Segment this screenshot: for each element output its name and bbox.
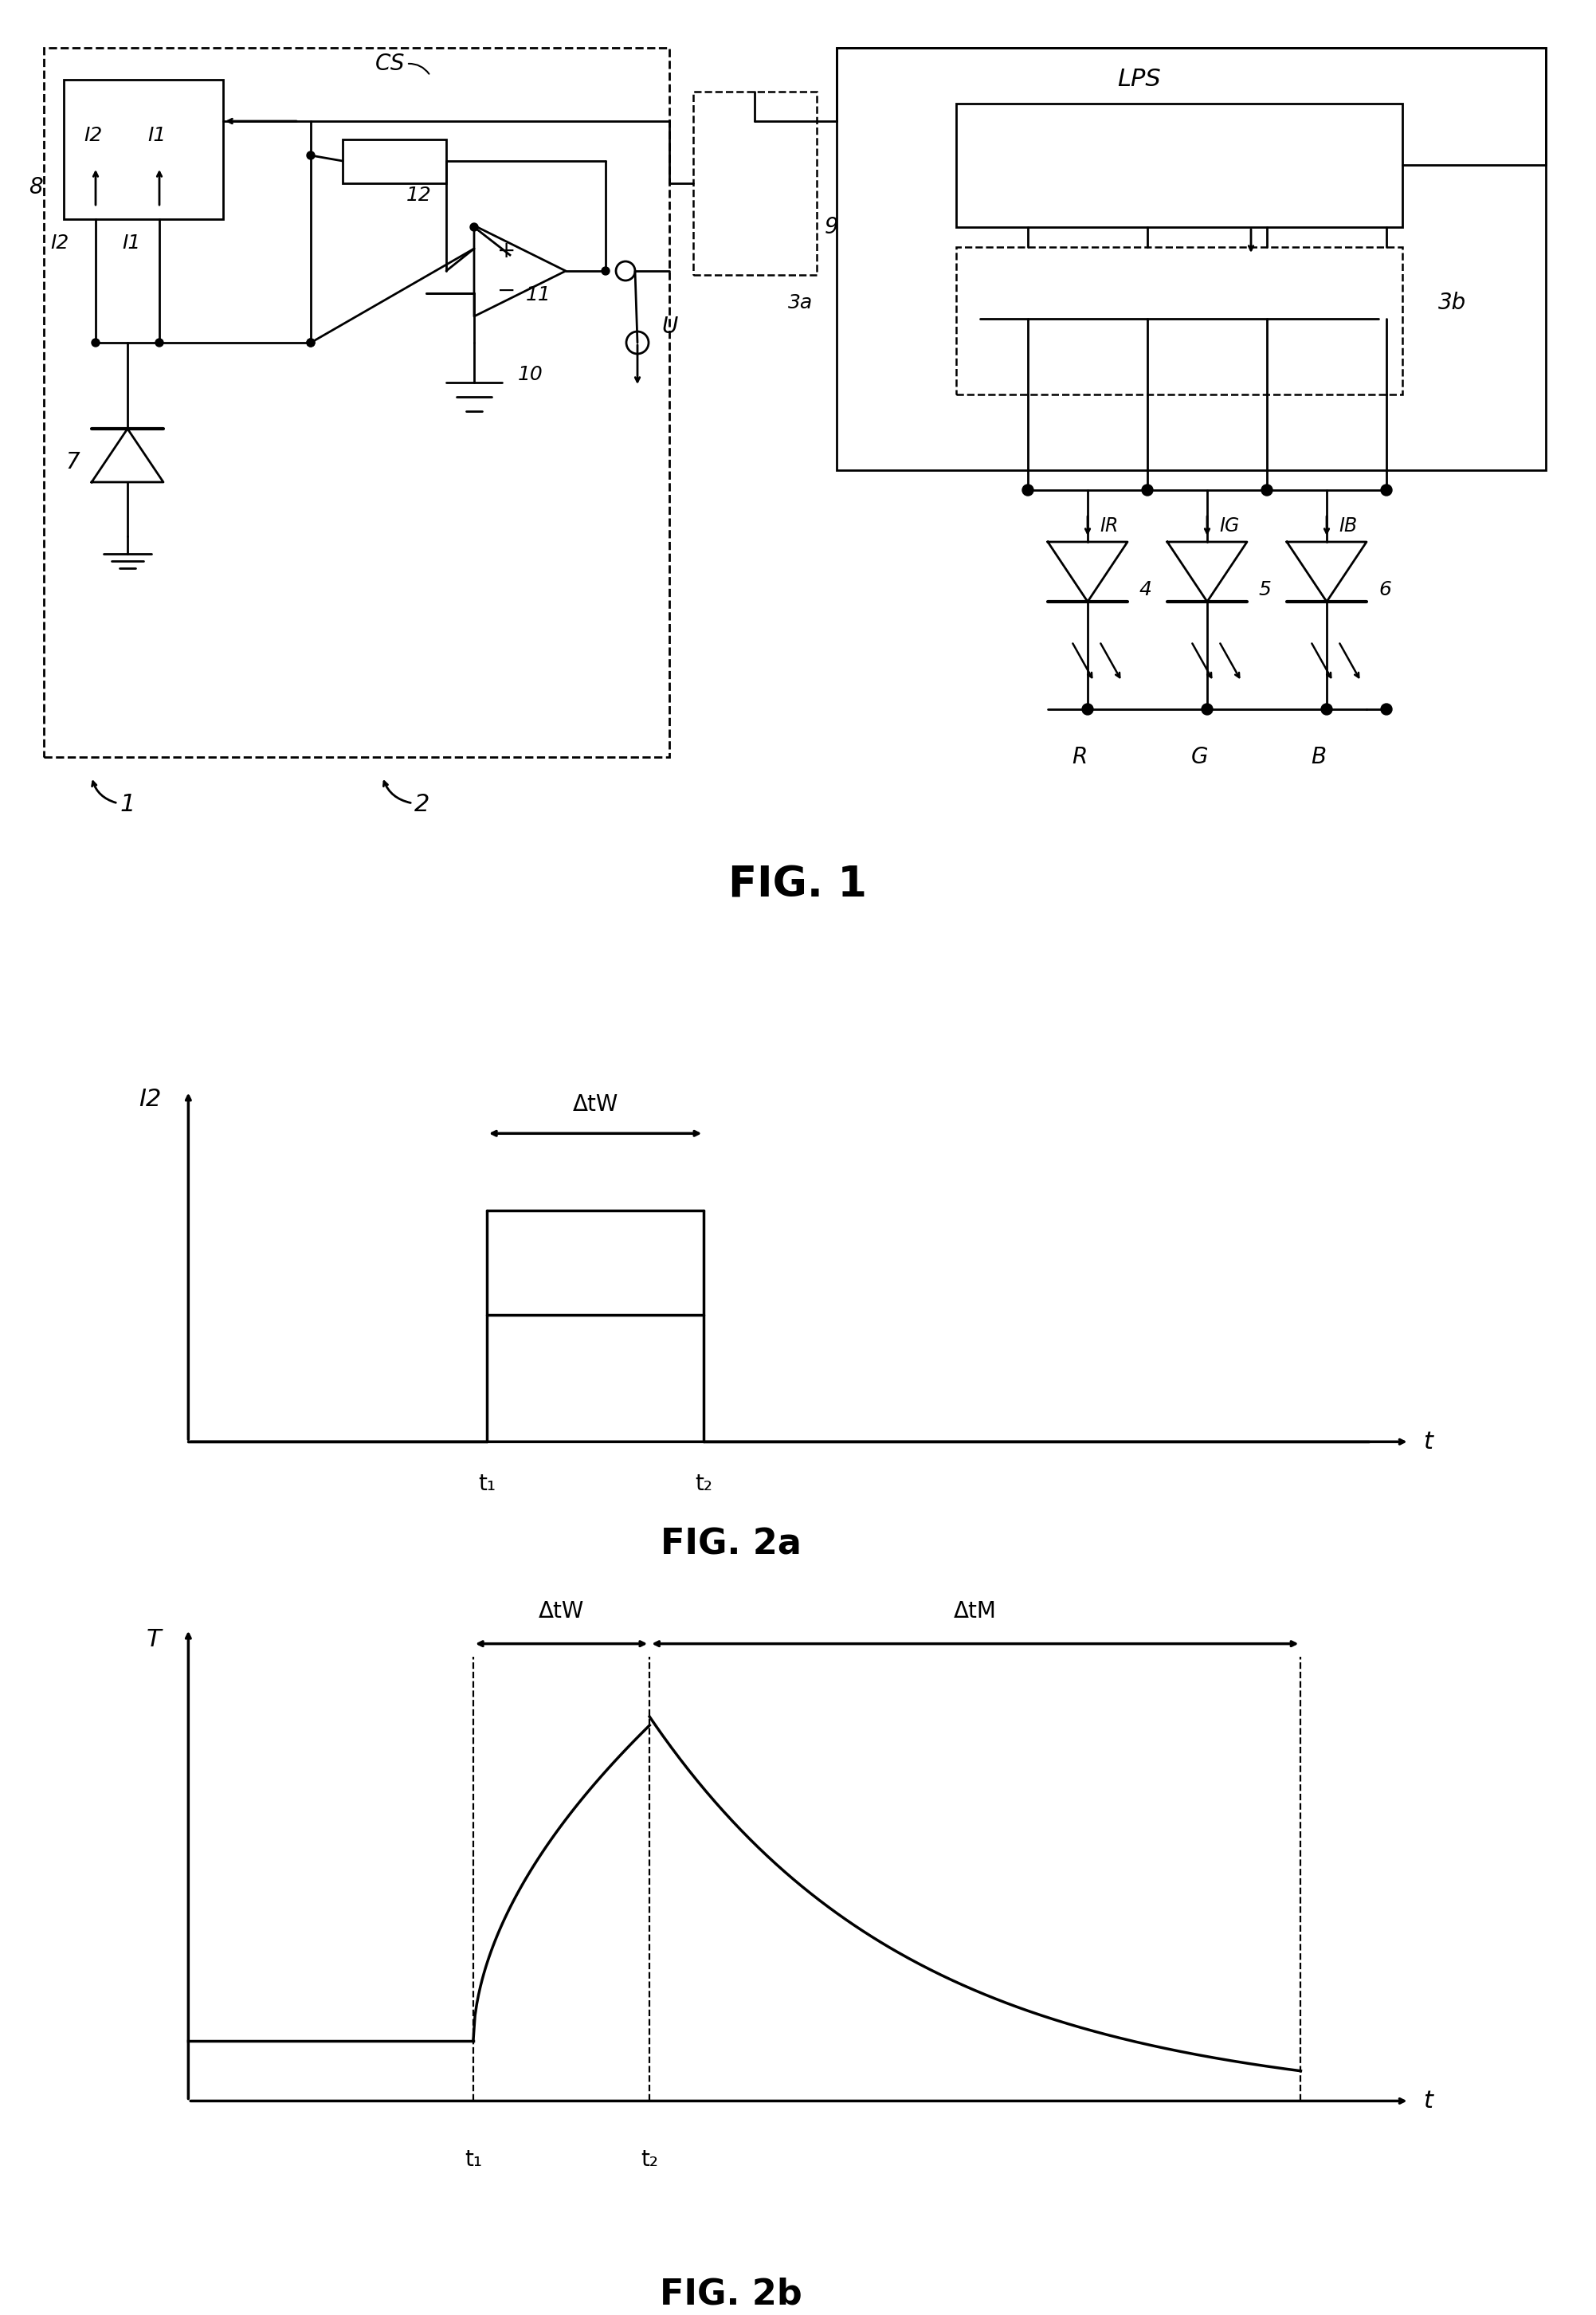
- Text: LPS: LPS: [1117, 67, 1162, 90]
- Circle shape: [1023, 484, 1034, 495]
- Text: 1: 1: [120, 794, 136, 817]
- Text: U: U: [661, 315, 677, 338]
- Text: t₁: t₁: [464, 2148, 482, 2171]
- Text: I1: I1: [147, 125, 166, 146]
- Bar: [64, 79, 223, 220]
- Circle shape: [1141, 484, 1152, 495]
- Text: t: t: [1424, 2090, 1432, 2114]
- Text: 6: 6: [1379, 581, 1392, 600]
- Bar: [343, 139, 447, 183]
- Text: 3b: 3b: [1438, 292, 1467, 315]
- Text: 11: 11: [527, 285, 551, 303]
- Text: I2: I2: [51, 234, 69, 252]
- Text: 4: 4: [1140, 581, 1152, 600]
- Circle shape: [1082, 704, 1093, 715]
- Text: ΔtW: ΔtW: [573, 1093, 618, 1116]
- Circle shape: [1321, 704, 1333, 715]
- Text: 7: 7: [65, 451, 80, 472]
- Text: I2: I2: [83, 125, 102, 146]
- Text: ΔtM: ΔtM: [954, 1600, 996, 1623]
- Circle shape: [602, 266, 610, 275]
- Circle shape: [471, 222, 479, 232]
- Circle shape: [155, 338, 163, 347]
- Text: R: R: [1073, 745, 1087, 769]
- Bar: [43, 49, 669, 757]
- Circle shape: [306, 338, 314, 347]
- Text: G: G: [1191, 745, 1208, 769]
- Text: −: −: [496, 280, 516, 303]
- Circle shape: [91, 338, 99, 347]
- Text: ΔtW: ΔtW: [538, 1600, 584, 1623]
- Text: t₁: t₁: [479, 1472, 495, 1495]
- Circle shape: [306, 150, 314, 160]
- Circle shape: [1381, 484, 1392, 495]
- Text: FIG. 2b: FIG. 2b: [659, 2278, 803, 2310]
- Circle shape: [1261, 484, 1272, 495]
- Text: 12: 12: [407, 185, 431, 204]
- Text: I1: I1: [123, 234, 140, 252]
- Text: CS: CS: [375, 53, 405, 74]
- Text: IB: IB: [1339, 516, 1357, 535]
- Text: 3a: 3a: [788, 294, 814, 313]
- Text: B: B: [1312, 745, 1326, 769]
- Text: FIG. 1: FIG. 1: [728, 863, 867, 905]
- Text: IG: IG: [1219, 516, 1238, 535]
- Text: t₂: t₂: [642, 2148, 658, 2171]
- Text: T: T: [147, 1627, 161, 1651]
- Text: 5: 5: [1259, 581, 1272, 600]
- Circle shape: [1381, 704, 1392, 715]
- Text: t₂: t₂: [696, 1472, 712, 1495]
- Bar: [956, 248, 1403, 394]
- Text: 9: 9: [825, 215, 839, 238]
- Text: +: +: [496, 241, 516, 262]
- Text: 10: 10: [519, 366, 543, 384]
- Circle shape: [1202, 704, 1213, 715]
- Bar: [693, 93, 817, 275]
- Bar: [836, 49, 1547, 470]
- Circle shape: [306, 338, 314, 347]
- Text: IR: IR: [1100, 516, 1119, 535]
- Text: I2: I2: [139, 1088, 161, 1111]
- Text: FIG. 2a: FIG. 2a: [661, 1528, 801, 1563]
- Text: t: t: [1424, 1431, 1432, 1454]
- Text: 8: 8: [29, 176, 43, 199]
- Text: 2: 2: [415, 794, 429, 817]
- Bar: [956, 104, 1403, 227]
